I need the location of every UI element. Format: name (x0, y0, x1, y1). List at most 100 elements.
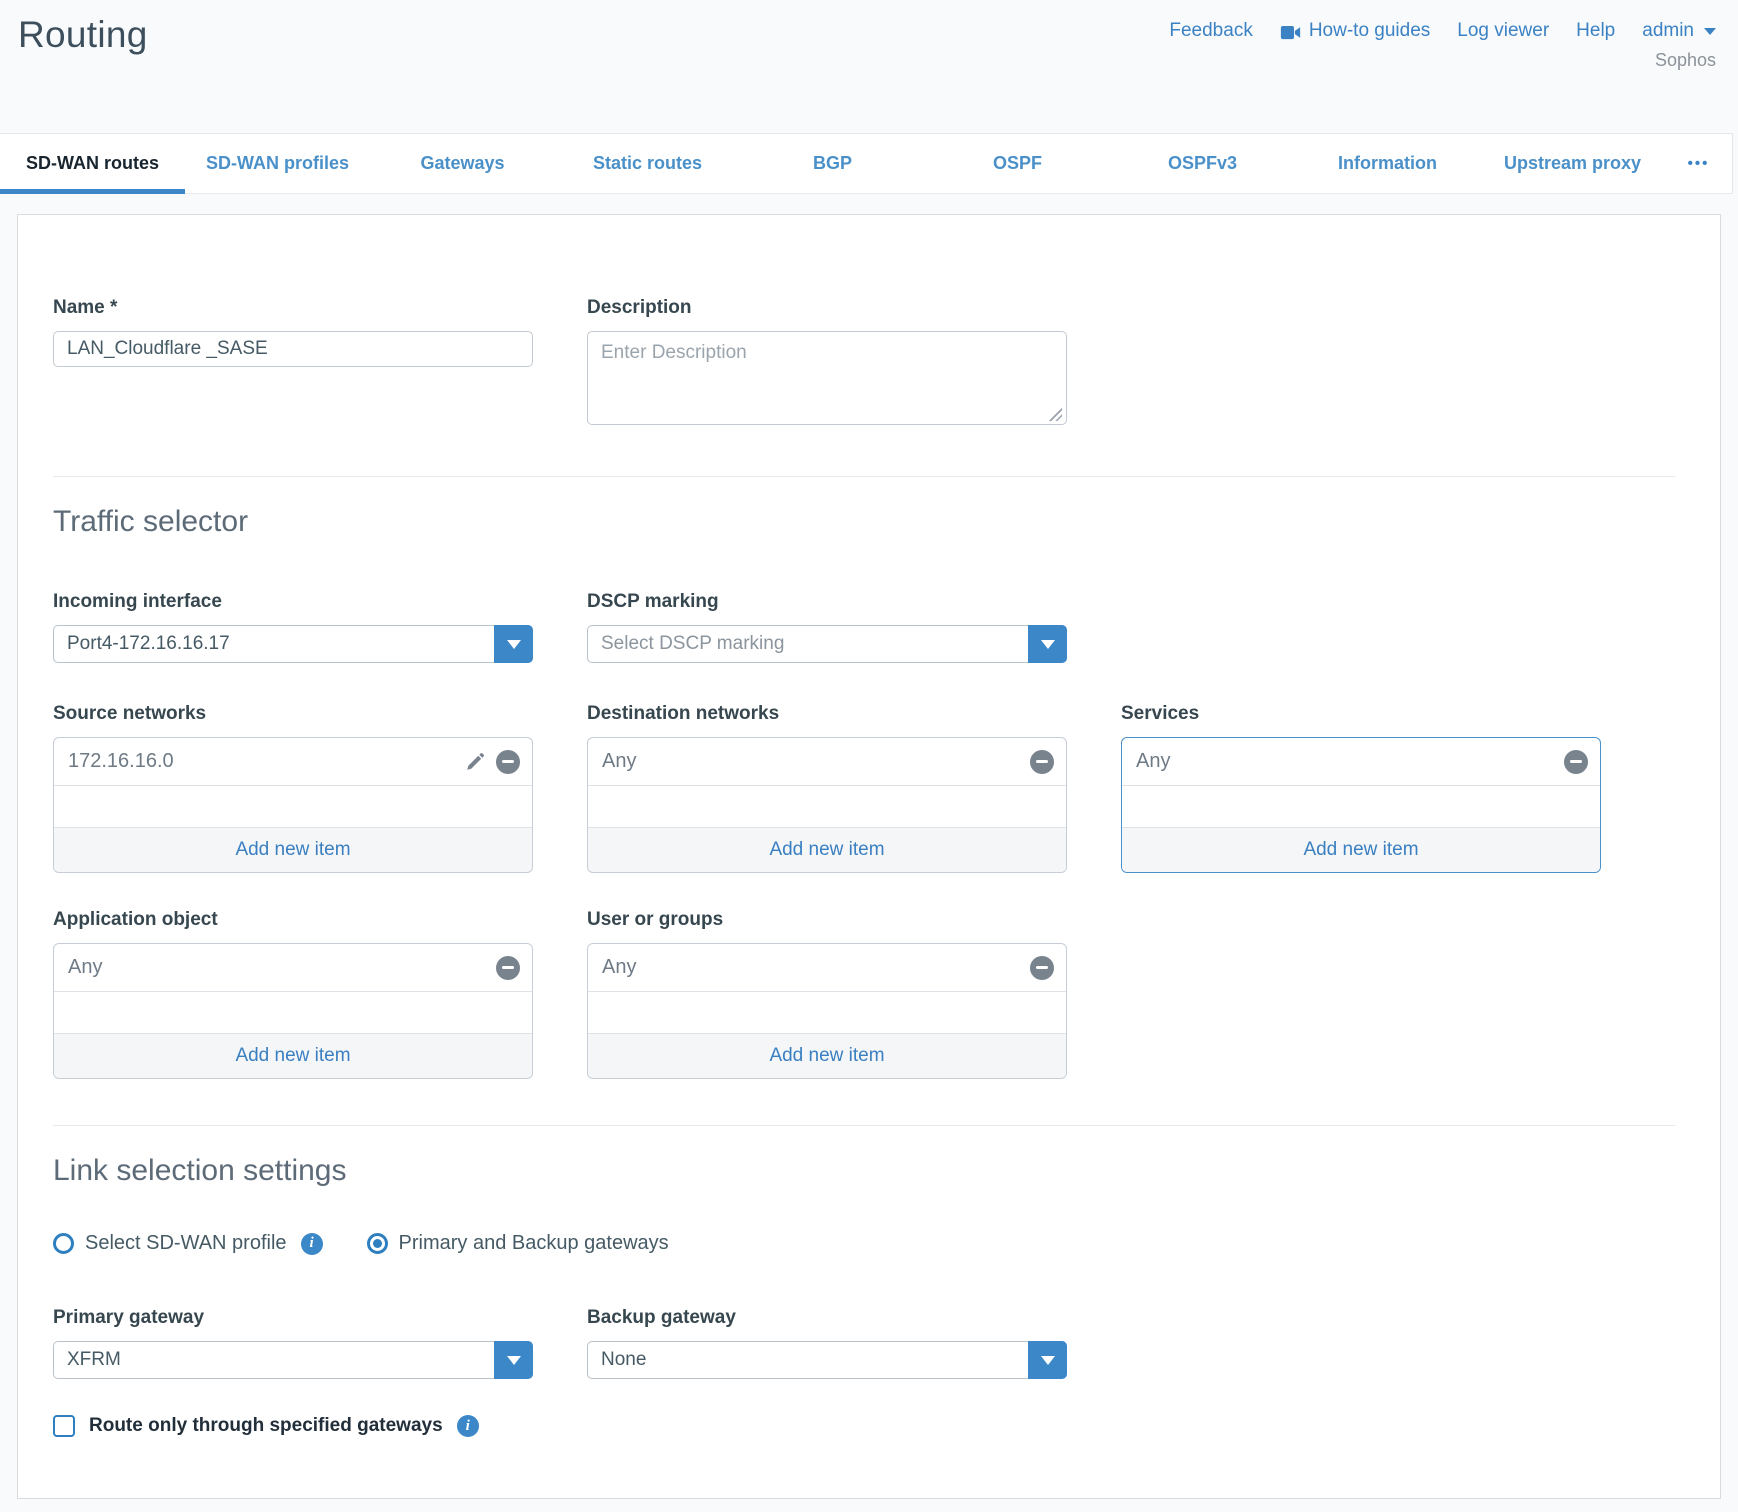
list-item: Any (588, 944, 1066, 992)
add-new-item-button[interactable]: Add new item (54, 827, 532, 872)
dscp-marking-placeholder: Select DSCP marking (601, 633, 785, 654)
tab-information[interactable]: Information (1338, 153, 1437, 173)
list-item: Any (1122, 738, 1600, 786)
howto-guides-label: How-to guides (1308, 20, 1431, 41)
list-item: 172.16.16.0 (54, 738, 532, 786)
tab-overflow-button[interactable]: ••• (1687, 155, 1710, 172)
route-only-checkbox[interactable] (53, 1415, 75, 1437)
remove-item-icon[interactable] (1564, 749, 1588, 774)
list-item-value: Any (602, 750, 637, 772)
primary-gateway-value: XFRM (67, 1349, 121, 1370)
incoming-interface-label: Incoming interface (53, 591, 222, 612)
admin-label: admin (1642, 20, 1694, 41)
feedback-label: Feedback (1169, 20, 1253, 41)
tab-bar: SD-WAN routes SD-WAN profiles Gateways S… (0, 133, 1733, 194)
incoming-interface-dropdown[interactable]: Port4-172.16.16.17 (53, 625, 533, 663)
listbox-spacer (588, 786, 1066, 827)
select-sdwan-profile-label: Select SD-WAN profile (85, 1232, 287, 1254)
tab-bgp[interactable]: BGP (812, 153, 852, 173)
remove-item-icon[interactable] (496, 955, 520, 980)
user-or-groups-label: User or groups (587, 909, 724, 930)
tab-ospf[interactable]: OSPF (992, 153, 1042, 173)
howto-guides-link[interactable]: How-to guides (1280, 20, 1430, 42)
dropdown-button[interactable] (1028, 625, 1067, 663)
sd-wan-route-form-panel: Name * Description Traffic selector Inco… (17, 214, 1721, 1499)
add-new-item-button[interactable]: Add new item (54, 1033, 532, 1078)
listbox-spacer (54, 992, 532, 1033)
add-new-item-button[interactable]: Add new item (588, 827, 1066, 872)
link-selection-heading: Link selection settings (53, 1154, 347, 1187)
dropdown-button[interactable] (1028, 1341, 1067, 1379)
primary-gateway-dropdown[interactable]: XFRM (53, 1341, 533, 1379)
services-listbox: Any Add new item (1121, 737, 1601, 873)
chevron-down-icon (506, 639, 521, 649)
application-object-label: Application object (53, 909, 218, 930)
backup-gateway-value: None (601, 1349, 647, 1370)
feedback-link[interactable]: Feedback (1169, 20, 1252, 42)
incoming-interface-value: Port4-172.16.16.17 (67, 633, 230, 654)
log-viewer-link[interactable]: Log viewer (1457, 20, 1549, 42)
add-new-item-button[interactable]: Add new item (1122, 827, 1600, 872)
description-field-wrap (587, 331, 1067, 430)
name-label-text: Name (53, 297, 105, 318)
tab-sd-wan-routes[interactable]: SD-WAN routes (0, 134, 185, 194)
primary-backup-gateways-label: Primary and Backup gateways (398, 1232, 669, 1254)
name-label: Name * (53, 297, 533, 319)
primary-gateway-label: Primary gateway (53, 1307, 205, 1328)
chevron-down-icon (1040, 1355, 1055, 1365)
remove-item-icon[interactable] (1030, 955, 1054, 980)
remove-item-icon[interactable] (1030, 749, 1054, 774)
primary-backup-gateways-radio[interactable] (366, 1233, 388, 1254)
chevron-down-icon (506, 1355, 521, 1365)
source-networks-listbox: 172.16.16.0 Add new item (53, 737, 533, 873)
tab-gateways[interactable]: Gateways (420, 153, 505, 173)
link-selection-radio-row: Select SD-WAN profile i Primary and Back… (53, 1232, 1676, 1255)
video-camera-icon (1280, 24, 1301, 39)
list-item: Any (54, 944, 532, 992)
tab-ospfv3[interactable]: OSPFv3 (1167, 153, 1238, 173)
log-viewer-label: Log viewer (1457, 20, 1550, 41)
tab-static-routes[interactable]: Static routes (592, 153, 703, 173)
header-right: Feedback How-to guides Log viewer Help a… (1169, 20, 1716, 71)
destination-networks-listbox: Any Add new item (587, 737, 1067, 873)
description-textarea[interactable] (587, 331, 1067, 425)
source-networks-label: Source networks (53, 703, 207, 724)
listbox-spacer (54, 786, 532, 827)
brand-label: Sophos (1654, 50, 1716, 70)
help-label: Help (1576, 20, 1616, 41)
services-label: Services (1121, 703, 1200, 724)
page-header: Routing Feedback How-to guides Log viewe… (0, 0, 1738, 133)
backup-gateway-dropdown[interactable]: None (587, 1341, 1067, 1379)
listbox-spacer (588, 992, 1066, 1033)
tab-upstream-proxy[interactable]: Upstream proxy (1503, 153, 1642, 173)
list-item-value: Any (602, 956, 637, 978)
route-only-label: Route only through specified gateways (89, 1415, 443, 1436)
info-icon[interactable]: i (300, 1232, 323, 1255)
dscp-marking-label: DSCP marking (587, 591, 719, 612)
chevron-down-icon (1704, 27, 1716, 35)
primary-backup-radio-group: Primary and Backup gateways (366, 1232, 669, 1255)
section-divider (53, 1125, 1676, 1126)
page-title: Routing (18, 14, 148, 55)
info-icon[interactable]: i (456, 1415, 479, 1437)
dscp-marking-dropdown[interactable]: Select DSCP marking (587, 625, 1067, 663)
remove-item-icon[interactable] (496, 749, 520, 774)
help-link[interactable]: Help (1576, 20, 1615, 42)
section-divider (53, 476, 1676, 477)
tab-sd-wan-profiles[interactable]: SD-WAN profiles (205, 153, 349, 173)
name-input[interactable] (53, 331, 533, 367)
add-new-item-button[interactable]: Add new item (588, 1033, 1066, 1078)
user-or-groups-listbox: Any Add new item (587, 943, 1067, 1079)
destination-networks-label: Destination networks (587, 703, 780, 724)
required-asterisk: * (110, 297, 118, 318)
traffic-selector-heading: Traffic selector (53, 505, 249, 538)
list-item: Any (588, 738, 1066, 786)
admin-menu[interactable]: admin (1642, 20, 1716, 42)
dropdown-button[interactable] (494, 1341, 533, 1379)
route-only-row: Route only through specified gateways i (53, 1415, 1676, 1437)
select-sdwan-profile-radio[interactable] (53, 1233, 74, 1254)
list-item-value: Any (68, 956, 103, 978)
description-label: Description (587, 297, 692, 318)
dropdown-button[interactable] (494, 625, 533, 663)
edit-pencil-icon[interactable] (464, 751, 486, 773)
